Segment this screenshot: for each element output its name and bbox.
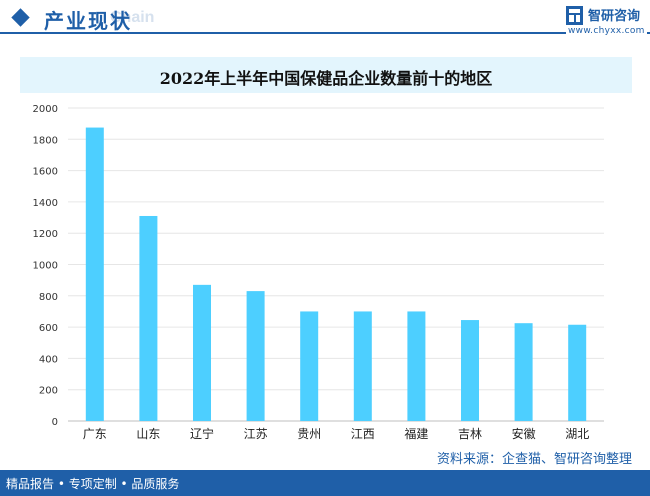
y-tick-label: 1600: [33, 167, 58, 178]
header-watermark: Chain: [110, 9, 155, 26]
bar: [514, 323, 533, 421]
bar: [407, 311, 426, 421]
chart-title: 2022年上半年中国保健品企业数量前十的地区: [159, 69, 493, 88]
bar: [85, 127, 104, 421]
bar: [246, 291, 265, 421]
x-tick-label: 福建: [404, 426, 428, 441]
x-tick-label: 贵州: [297, 427, 321, 441]
footer-tagline: 精品报告 • 专项定制 • 品质服务: [6, 477, 180, 491]
brand-logo-icon: [566, 6, 583, 25]
page-footer: 精品报告 • 专项定制 • 品质服务: [0, 470, 650, 496]
source-note: 资料来源：企查猫、智研咨询整理: [436, 452, 632, 467]
bar: [353, 311, 372, 421]
y-tick-label: 1800: [33, 135, 58, 146]
x-tick-label: 安徽: [512, 426, 536, 441]
x-tick-label: 辽宁: [190, 426, 214, 441]
brand-url: www.chyxx.com: [566, 26, 647, 36]
bar: [568, 324, 587, 421]
x-tick-label: 广东: [83, 427, 107, 441]
y-tick-label: 0: [52, 417, 58, 428]
x-tick-label: 江苏: [244, 427, 268, 441]
section-title: 产业现状: [44, 9, 132, 33]
y-tick-label: 2000: [33, 104, 58, 115]
x-tick-label: 山东: [136, 427, 160, 441]
y-tick-label: 200: [39, 386, 58, 397]
chart-title-band: 2022年上半年中国保健品企业数量前十的地区: [20, 57, 632, 93]
bar: [300, 311, 319, 421]
brand-name: 智研咨询: [588, 9, 641, 24]
y-tick-label: 800: [39, 292, 58, 303]
y-tick-label: 1200: [33, 229, 58, 240]
bar: [461, 320, 479, 421]
header-divider: [0, 32, 650, 34]
y-tick-label: 600: [39, 323, 58, 334]
y-tick-label: 1000: [33, 261, 58, 272]
bar: [139, 215, 158, 421]
x-tick-label: 湖北: [565, 426, 589, 441]
bar: [193, 284, 211, 421]
x-tick-label: 江西: [351, 427, 375, 441]
y-tick-label: 1400: [33, 198, 58, 209]
x-tick-label: 吉林: [458, 427, 482, 441]
y-tick-label: 400: [39, 354, 58, 365]
page-header: Chain 产业现状 智研咨询 www.chyxx.com: [0, 0, 650, 40]
